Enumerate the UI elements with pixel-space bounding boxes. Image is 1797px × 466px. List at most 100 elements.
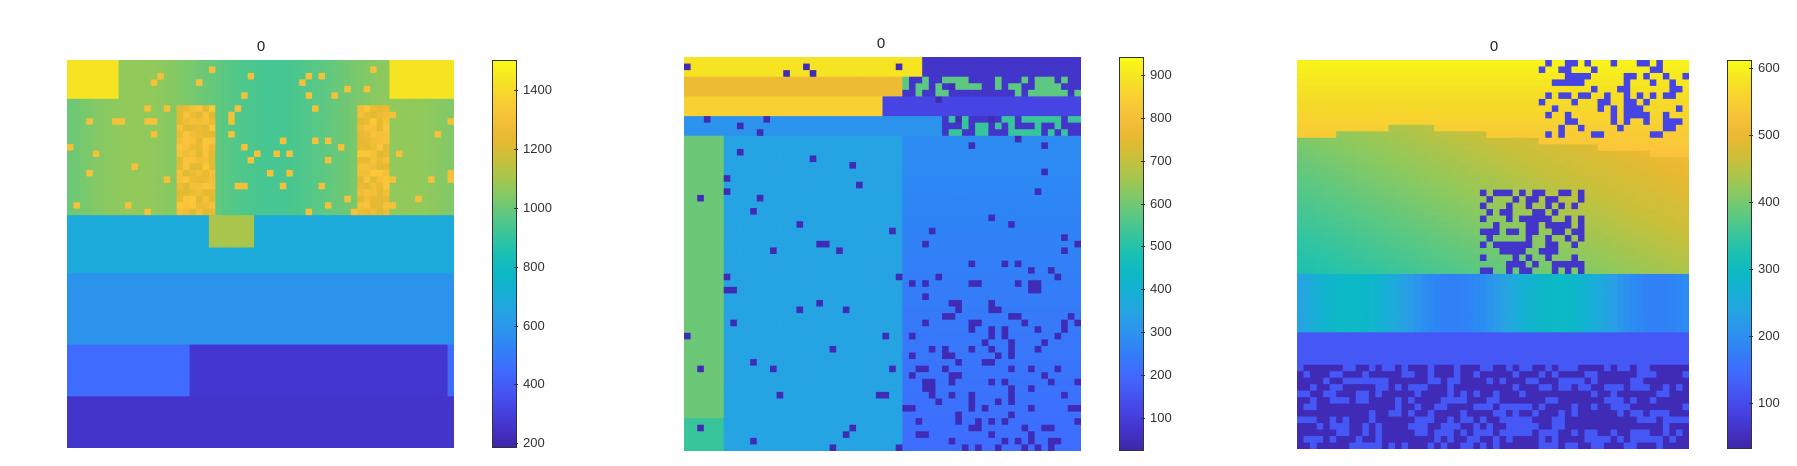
heatmap-cell: [350, 189, 358, 197]
heatmap-cell: [215, 241, 223, 249]
heatmap-cell: [776, 83, 784, 91]
heatmap-cell: [902, 70, 910, 78]
heatmap-cell: [189, 98, 197, 106]
heatmap-cell: [415, 66, 423, 74]
heatmap-cell: [395, 202, 403, 210]
heatmap-cell: [157, 79, 165, 87]
heatmap-cell: [434, 202, 442, 210]
heatmap-cell: [234, 92, 242, 100]
heatmap-cell: [299, 422, 307, 430]
heatmap-cell: [875, 83, 884, 91]
heatmap-cell: [895, 148, 903, 157]
heatmap-cell: [292, 292, 300, 300]
heatmap-cell: [157, 247, 165, 255]
heatmap-cell: [73, 221, 81, 229]
heatmap-cell: [1067, 70, 1075, 78]
heatmap-cell: [783, 181, 791, 189]
heatmap-cell: [968, 148, 976, 157]
heatmap-cell: [266, 266, 274, 274]
heatmap-cell: [376, 370, 384, 378]
heatmap-cell: [337, 247, 345, 255]
heatmap-cell: [803, 155, 811, 163]
heatmap-cell: [279, 396, 287, 404]
heatmap-cell: [144, 202, 152, 210]
heatmap-cell: [803, 181, 811, 189]
heatmap-cell: [441, 312, 449, 320]
heatmap-cell: [875, 142, 884, 150]
heatmap-cell: [112, 260, 120, 268]
heatmap-cell: [312, 163, 320, 171]
heatmap-cell: [170, 331, 178, 339]
heatmap-cell: [836, 102, 844, 111]
heatmap-cell: [312, 241, 320, 249]
heatmap-cell: [350, 144, 358, 152]
heatmap-cell: [137, 215, 145, 223]
heatmap-cell: [189, 292, 197, 300]
heatmap-cell: [312, 344, 320, 352]
heatmap-cell: [170, 422, 178, 430]
heatmap-cell: [286, 234, 294, 242]
heatmap-cell: [1008, 135, 1016, 143]
heatmap-cell: [935, 142, 943, 150]
heatmap-cell: [376, 241, 384, 249]
heatmap-cell: [703, 109, 712, 117]
heatmap-cell: [1061, 181, 1069, 189]
heatmap-cell: [447, 79, 454, 87]
heatmap-cell: [428, 357, 436, 365]
heatmap-cell: [869, 201, 877, 209]
heatmap-cell: [770, 148, 778, 157]
heatmap-cell: [273, 118, 281, 126]
heatmap-cell: [125, 195, 133, 203]
heatmap-cell: [67, 286, 75, 294]
heatmap-cell: [402, 241, 410, 249]
heatmap-cell: [428, 428, 436, 436]
heatmap-cell: [331, 66, 339, 74]
heatmap-cell: [756, 194, 764, 203]
heatmap-cell: [273, 428, 281, 436]
heatmap-cell: [292, 144, 300, 152]
heatmap-cell: [1047, 109, 1056, 117]
heatmap-cell: [150, 98, 158, 106]
heatmap-cell: [318, 325, 326, 333]
heatmap-cell: [441, 351, 449, 359]
heatmap-cell: [402, 389, 410, 397]
heatmap-cell: [434, 189, 442, 197]
heatmap-cell: [196, 396, 204, 404]
heatmap-cell: [337, 92, 345, 100]
heatmap-cell: [447, 215, 454, 223]
heatmap-cell: [312, 363, 320, 371]
heatmap-cell: [750, 155, 758, 163]
heatmap-cell: [118, 254, 126, 262]
heatmap-cell: [299, 409, 307, 417]
heatmap-cell: [1021, 122, 1029, 130]
heatmap-cell: [221, 266, 229, 274]
heatmap-cell: [260, 66, 268, 74]
heatmap-cell: [86, 92, 94, 100]
heatmap-cell: [415, 435, 423, 443]
heatmap-cell: [350, 137, 358, 145]
heatmap-cell: [895, 194, 903, 203]
heatmap-cell: [170, 189, 178, 197]
heatmap-cell: [112, 169, 120, 177]
heatmap-cell: [928, 201, 937, 209]
heatmap-cell: [428, 92, 436, 100]
heatmap-cell: [723, 96, 731, 104]
heatmap-cell: [415, 228, 423, 236]
heatmap-cell: [234, 144, 242, 152]
heatmap-cell: [822, 194, 831, 203]
heatmap-cell: [215, 357, 223, 365]
heatmap-cell: [383, 435, 391, 443]
heatmap-cell: [163, 312, 171, 320]
heatmap-cell: [208, 221, 216, 229]
heatmap-cell: [1041, 83, 1049, 91]
heatmap-cell: [935, 122, 943, 130]
heatmap-cell: [402, 215, 410, 223]
heatmap-cell: [376, 157, 384, 165]
heatmap-cell: [337, 260, 345, 268]
heatmap-cell: [1047, 96, 1056, 104]
heatmap-cell: [370, 131, 378, 139]
heatmap-cell: [1008, 155, 1016, 163]
heatmap-cell: [183, 98, 191, 106]
heatmap-cell: [942, 102, 950, 111]
heatmap-cell: [299, 396, 307, 404]
